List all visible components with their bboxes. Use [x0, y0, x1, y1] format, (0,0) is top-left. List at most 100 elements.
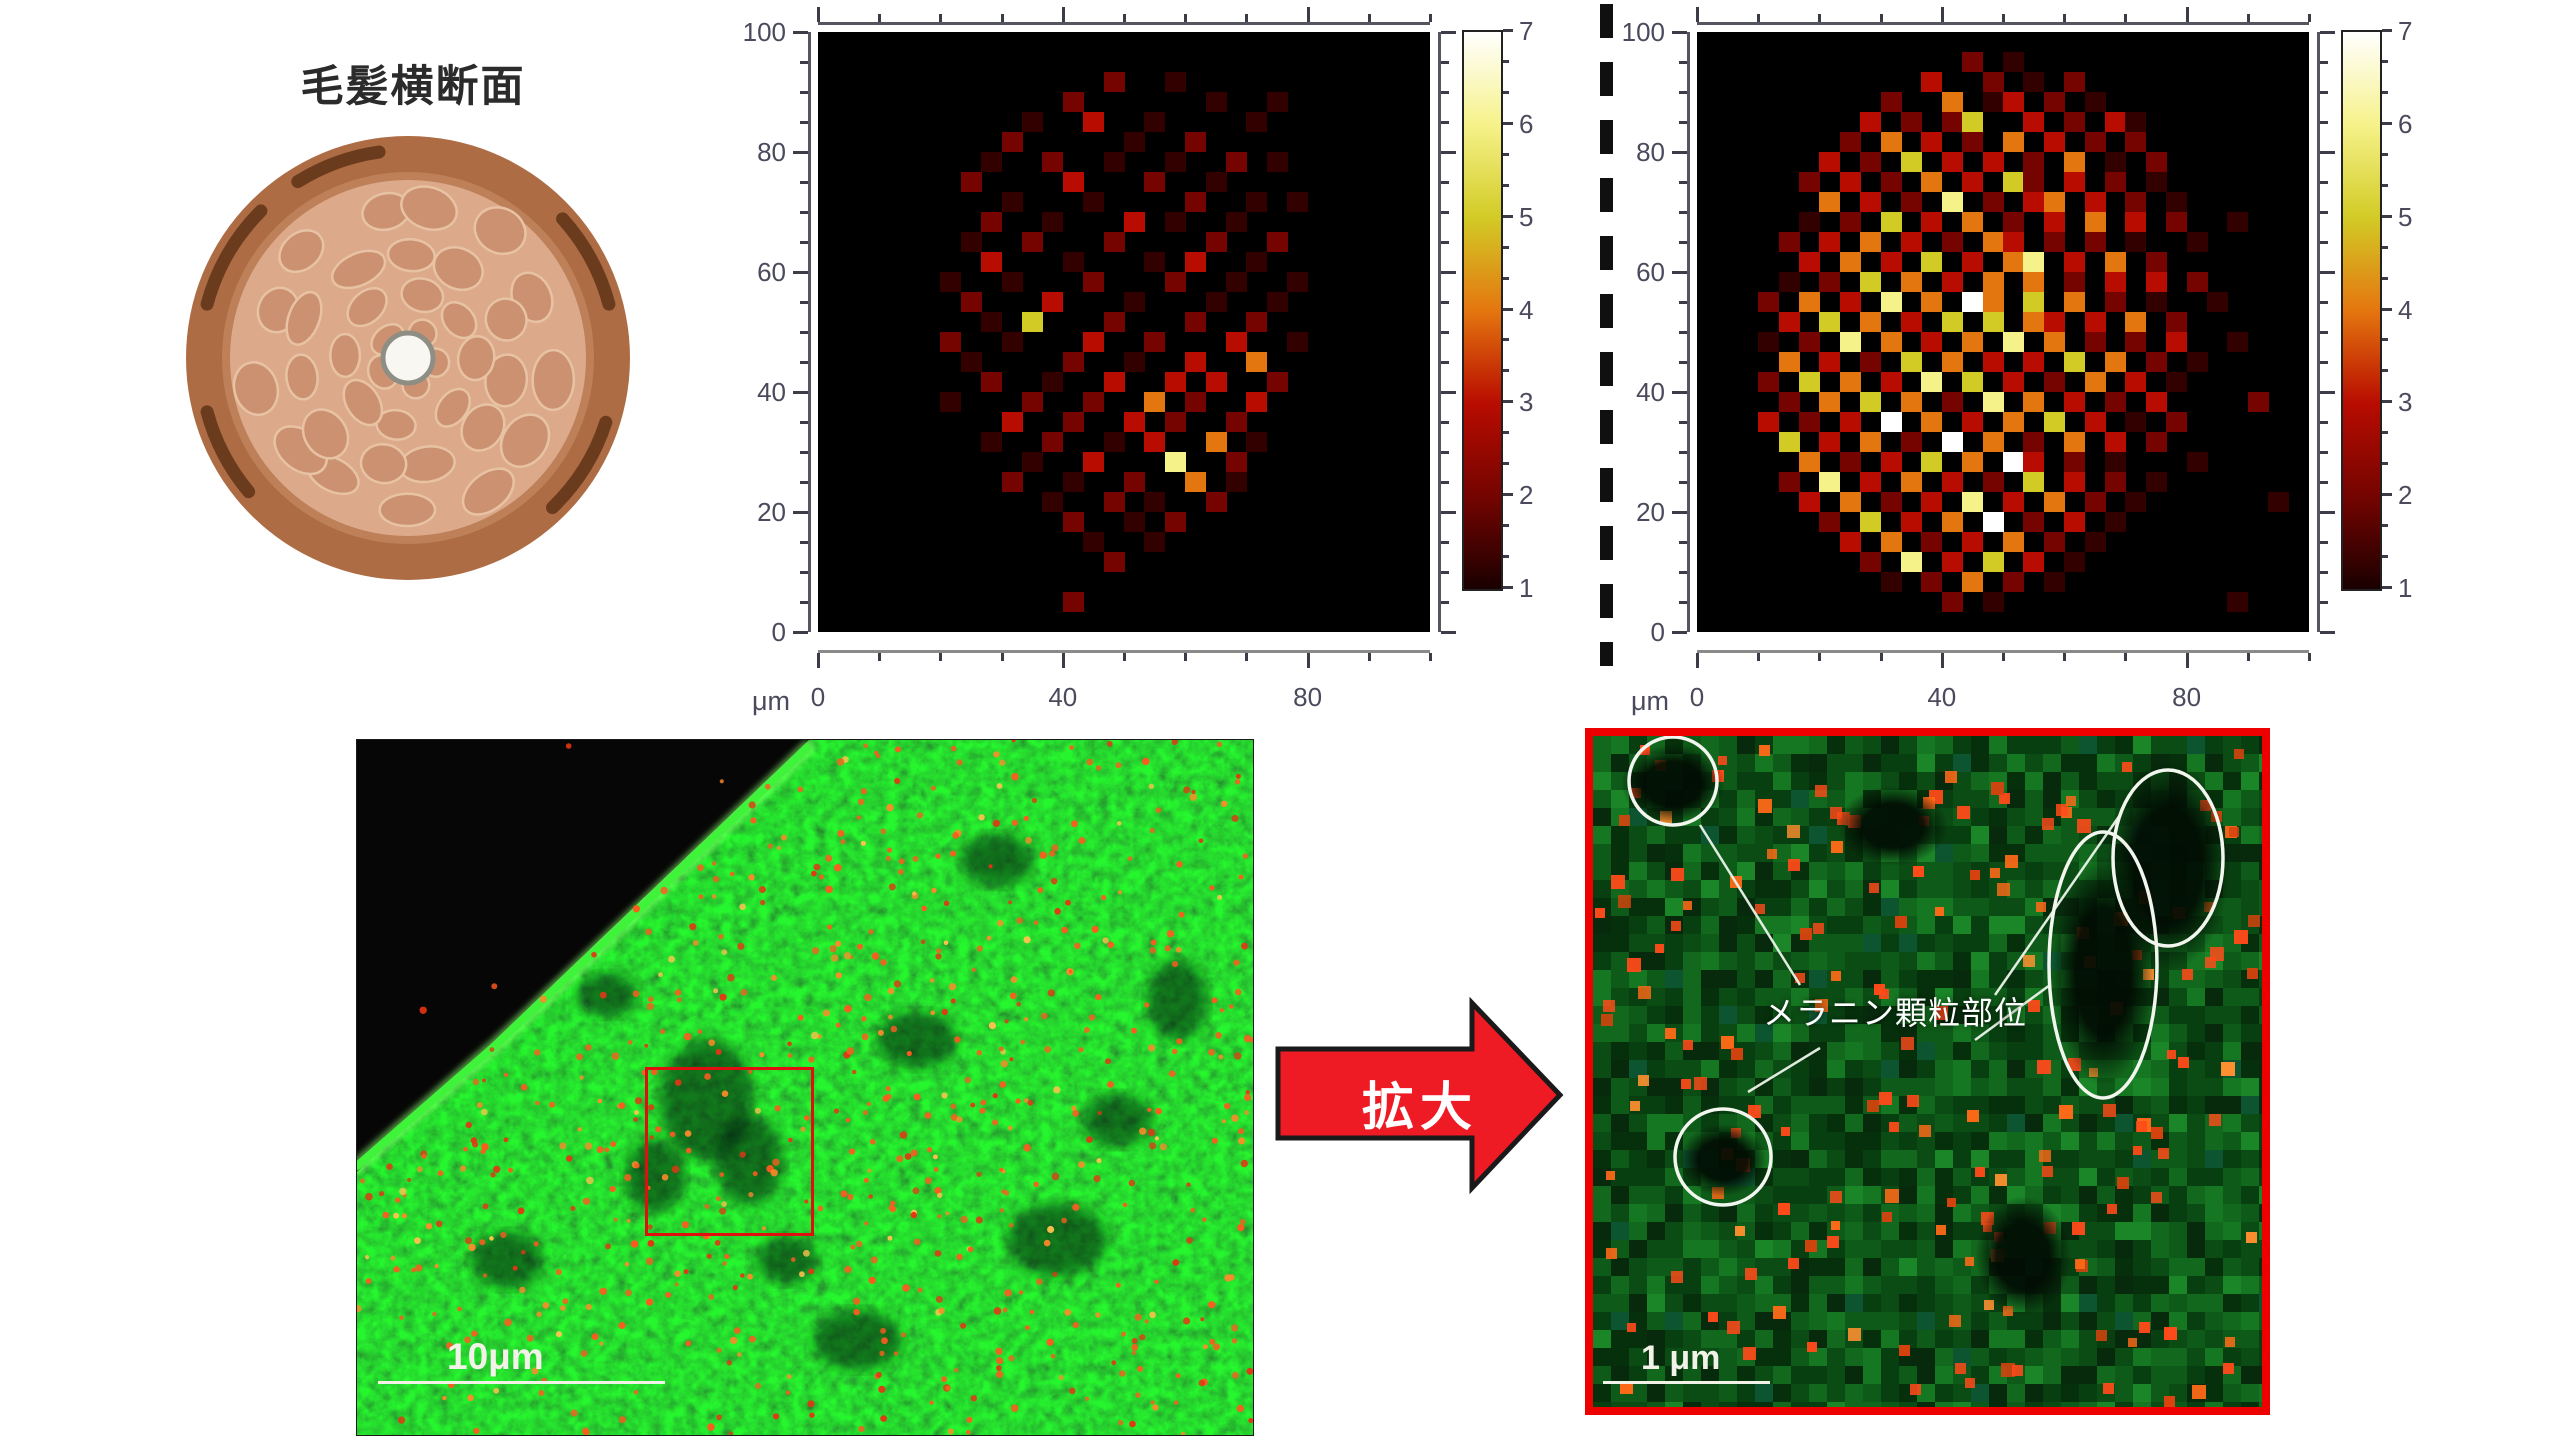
melanin-granule-site: [1838, 786, 1948, 866]
heatmap-cell: [1246, 112, 1268, 132]
heatmap-cell: [1962, 292, 1984, 312]
heatmap-cell: [1880, 372, 1902, 392]
colorbar-tick-label: 1: [2398, 573, 2413, 603]
heatmap-cell: [1880, 492, 1902, 512]
colorbar-tick-label: 2: [2398, 480, 2413, 511]
heatmap-cell: [2064, 172, 2086, 192]
melanin-dark-regions: [1593, 736, 2262, 1407]
heatmap-cell: [2084, 532, 2106, 552]
heatmap-cell: [1103, 492, 1125, 512]
heatmap-cell: [2166, 332, 2188, 352]
y-tick-label: 60: [757, 257, 786, 287]
heatmap-cell: [2084, 312, 2106, 332]
heatmap-cell: [1799, 212, 1820, 232]
heatmap-cell: [2105, 452, 2126, 472]
cortex-cell: [342, 378, 384, 427]
annotation-circle: [2047, 830, 2159, 1100]
x-tick-label: 40: [1927, 682, 1957, 712]
heatmap-cell: [1778, 392, 1800, 412]
heatmap-cell: [2145, 352, 2167, 372]
heatmap-cell: [2166, 372, 2188, 392]
heatmap-cell: [2227, 212, 2249, 232]
heatmap-cell: [1982, 292, 2004, 312]
heatmap-cell: [2084, 332, 2106, 352]
heatmap-cell: [1860, 232, 1882, 252]
heatmap-cell: [1982, 552, 2004, 572]
heatmap-cell: [1880, 132, 1902, 152]
heatmap-cell: [1941, 352, 1963, 372]
hair-cross-section-illustration: [183, 133, 633, 583]
heatmap-cell: [2003, 252, 2024, 272]
fluorescence-image-overview: 10μm: [356, 739, 1254, 1436]
heatmap-cell: [1001, 332, 1023, 352]
colorbar-tick-label: 3: [2398, 387, 2413, 418]
heatmap-cell: [1185, 352, 1207, 372]
heatmap-cell: [1941, 512, 1963, 532]
heatmap-cell: [1062, 92, 1084, 112]
heatmap-cell: [1819, 472, 1841, 492]
heatmap-cell: [2145, 292, 2167, 312]
heatmap-cell: [1880, 172, 1902, 192]
cortex-cell: [456, 335, 496, 382]
heatmap-cell: [2125, 132, 2147, 152]
heatmap-cell: [1001, 192, 1023, 212]
heatmap-cell: [1982, 312, 2004, 332]
heatmap-cell: [1185, 472, 1207, 492]
heatmap-cell: [2105, 472, 2126, 492]
heatmap-cell: [2227, 332, 2249, 352]
heatmap-cell: [2125, 232, 2147, 252]
heatmap-cell: [1921, 532, 1943, 552]
heatmap-cell: [2023, 292, 2045, 312]
heatmap-cell: [1124, 512, 1145, 532]
heatmap-cell: [2125, 492, 2147, 512]
heatmap-cell: [1778, 312, 1800, 332]
annotation-overlay-svg: [1627, 736, 2225, 1207]
heatmap-cell: [2105, 112, 2126, 132]
y-tick-label: 20: [757, 497, 786, 527]
heatmap-cell: [1266, 292, 1288, 312]
heatmap-cell: [1962, 452, 1984, 472]
heatmap-cell: [1144, 492, 1166, 512]
heatmap-cell: [1062, 472, 1084, 492]
heatmap-cell: [1941, 232, 1963, 252]
heatmap-cell: [1901, 192, 1922, 212]
melanin-granule-site: [1679, 1124, 1767, 1196]
heatmap-cell: [2105, 252, 2126, 272]
heatmap-cell: [1921, 172, 1943, 192]
heatmap-cell: [2043, 412, 2065, 432]
heatmap-cell: [1083, 112, 1105, 132]
heatmap-cell: [2043, 192, 2065, 212]
heatmap-cell: [1103, 372, 1125, 392]
heatmap-cell: [1758, 292, 1780, 312]
heatmap-cell: [2084, 92, 2106, 112]
heatmap-cell: [2064, 452, 2086, 472]
colorbar-tick-label: 4: [1519, 294, 1534, 325]
heatmap-cell: [1921, 452, 1943, 472]
heatmap-cell: [2003, 92, 2024, 112]
heatmap-cell: [2105, 292, 2126, 312]
heatmap-cell: [1921, 412, 1943, 432]
heatmap-cell: [1124, 292, 1145, 312]
colorbar: [2341, 30, 2382, 591]
heatmap-cell: [1839, 212, 1861, 232]
heatmap-cell: [1083, 272, 1105, 292]
heatmap-cell: [1839, 132, 1861, 152]
heatmap-cell: [1982, 152, 2004, 172]
heatmap-cell: [1901, 232, 1922, 252]
y-tick-label: 0: [1650, 617, 1665, 647]
zoom-arrow-svg: [1275, 996, 1564, 1195]
heatmap-cell: [1164, 452, 1186, 472]
heatmap-cell: [1901, 312, 1922, 332]
heatmap-cell: [1819, 512, 1841, 532]
heatmap-cell: [1921, 252, 1943, 272]
heatmap-cell: [1246, 432, 1268, 452]
fluorescence-image-zoomed: メラニン顆粒部位 1 μm: [1585, 728, 2270, 1415]
heatmap-cell: [1778, 272, 1800, 292]
heatmap-cell: [1860, 272, 1882, 292]
heatmap-cell: [1144, 332, 1166, 352]
heatmap-cell: [1022, 112, 1043, 132]
heatmap-cell: [1962, 132, 1984, 152]
heatmap-cell: [1799, 452, 1820, 472]
heatmap-cell: [1001, 272, 1023, 292]
heatmap-cell: [2105, 152, 2126, 172]
